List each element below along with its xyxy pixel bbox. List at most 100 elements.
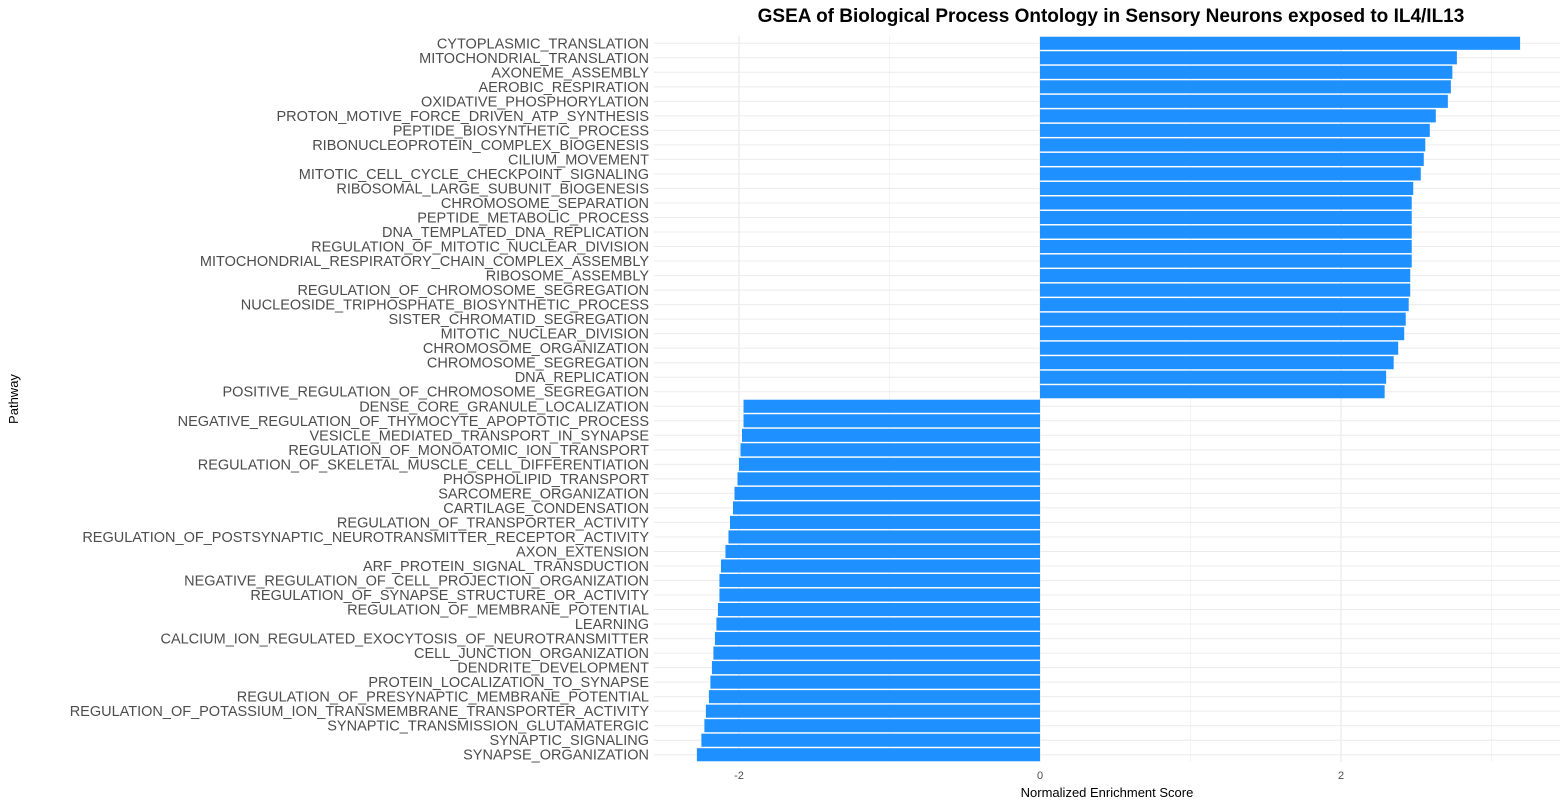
bar [1040,181,1414,195]
bar [734,486,1040,500]
bar [1040,341,1399,355]
category-label: SYNAPTIC_SIGNALING [489,733,649,749]
category-label: REGULATION_OF_SYNAPSE_STRUCTURE_OR_ACTIV… [250,588,649,604]
category-label: CHROMOSOME_SEPARATION [441,196,649,212]
category-label: NUCLEOSIDE_TRIPHOSPHATE_BIOSYNTHETIC_PRO… [241,298,649,314]
category-labels: CYTOPLASMIC_TRANSLATIONMITOCHONDRIAL_TRA… [70,36,650,763]
bar [729,515,1040,529]
bar [708,690,1040,704]
category-label: AEROBIC_RESPIRATION [478,80,649,96]
category-label: REGULATION_OF_PRESYNAPTIC_MEMBRANE_POTEN… [237,690,649,706]
category-label: VESICLE_MEDIATED_TRANSPORT_IN_SYNAPSE [309,428,649,444]
category-label: AXON_EXTENSION [516,544,649,560]
category-label: MITOCHONDRIAL_RESPIRATORY_CHAIN_COMPLEX_… [200,254,649,270]
category-label: REGULATION_OF_MEMBRANE_POTENTIAL [347,603,649,619]
bar [1040,327,1405,341]
category-label: SYNAPTIC_TRANSMISSION_GLUTAMATERGIC [327,719,649,735]
category-label: SISTER_CHROMATID_SEGREGATION [389,312,650,328]
category-label: MITOCHONDRIAL_TRANSLATION [419,51,649,67]
bar [740,443,1040,457]
category-label: REGULATION_OF_POTASSIUM_ION_TRANSMEMBRAN… [70,704,650,720]
bar [1040,312,1406,326]
bar [1040,298,1409,312]
category-label: CALCIUM_ION_REGULATED_EXOCYTOSIS_OF_NEUR… [160,632,649,648]
bar [1040,94,1448,108]
bar [1040,269,1411,283]
category-label: DNA_TEMPLATED_DNA_REPLICATION [382,225,649,241]
bar [1040,254,1412,268]
bar [1040,240,1412,254]
category-label: REGULATION_OF_POSTSYNAPTIC_NEUROTRANSMIT… [82,530,649,546]
category-label: REGULATION_OF_CHROMOSOME_SEGREGATION [297,283,649,299]
bar [701,733,1040,747]
category-label: SYNAPSE_ORGANIZATION [463,748,649,764]
category-label: SARCOMERE_ORGANIZATION [438,486,649,502]
category-label: MITOTIC_NUCLEAR_DIVISION [441,327,649,343]
category-label: PEPTIDE_METABOLIC_PROCESS [417,211,649,227]
bar [739,457,1040,471]
bar [743,414,1040,428]
category-label: REGULATION_OF_TRANSPORTER_ACTIVITY [337,515,649,531]
bar [1040,356,1394,370]
category-label: ARF_PROTEIN_SIGNAL_TRANSDUCTION [363,559,649,575]
bar [1040,210,1412,225]
category-label: POSITIVE_REGULATION_OF_CHROMOSOME_SEGREG… [223,385,649,401]
bar [1040,196,1412,210]
bar [716,617,1040,631]
bar [1040,167,1421,181]
bar [1040,225,1412,239]
x-tick-label: -2 [734,770,744,782]
bar [1040,51,1457,65]
category-label: CHROMOSOME_SEGREGATION [427,356,649,372]
bar [732,501,1040,515]
bar [710,675,1040,689]
bar [1040,80,1451,94]
bar [743,399,1040,413]
bar [1040,370,1387,384]
chart-title: GSEA of Biological Process Ontology in S… [757,6,1465,27]
category-label: DENDRITE_DEVELOPMENT [457,661,649,677]
category-label: PHOSPHOLIPID_TRANSPORT [443,472,649,488]
category-label: NEGATIVE_REGULATION_OF_CELL_PROJECTION_O… [184,574,649,590]
category-label: AXONEME_ASSEMBLY [491,65,649,81]
bar [719,588,1040,602]
x-tick-label: 2 [1338,770,1344,782]
bar [737,472,1040,486]
x-axis-title: Normalized Enrichment Score [1021,785,1194,800]
category-label: RIBOSOME_ASSEMBLY [486,269,650,285]
category-label: CARTILAGE_CONDENSATION [443,501,649,517]
x-tick-labels: -2 0 2 [734,770,1344,782]
bar [1040,152,1424,166]
bar [742,428,1040,442]
category-label: REGULATION_OF_MITOTIC_NUCLEAR_DIVISION [311,240,649,256]
bar [1040,385,1385,399]
y-axis-title: Pathway [6,374,21,424]
category-label: RIBONUCLEOPROTEIN_COMPLEX_BIOGENESIS [312,138,649,154]
bar [717,603,1040,617]
bar [1040,123,1430,137]
category-label: MITOTIC_CELL_CYCLE_CHECKPOINT_SIGNALING [299,167,649,183]
x-tick-label: 0 [1037,770,1043,782]
category-label: PROTON_MOTIVE_FORCE_DRIVEN_ATP_SYNTHESIS [276,109,649,125]
bar [713,646,1040,660]
category-label: CILIUM_MOVEMENT [508,152,649,168]
bar [720,559,1040,573]
category-label: PEPTIDE_BIOSYNTHETIC_PROCESS [393,123,649,139]
bars [696,36,1521,762]
bar [711,661,1040,675]
category-label: REGULATION_OF_SKELETAL_MUSCLE_CELL_DIFFE… [198,457,649,473]
bar [714,632,1040,646]
category-label: NEGATIVE_REGULATION_OF_THYMOCYTE_APOPTOT… [178,414,649,430]
category-label: REGULATION_OF_MONOATOMIC_ION_TRANSPORT [288,443,649,459]
bar [1040,138,1426,152]
bar [705,704,1040,718]
bar [728,530,1040,544]
category-label: RIBOSOMAL_LARGE_SUBUNIT_BIOGENESIS [336,181,649,197]
category-label: OXIDATIVE_PHOSPHORYLATION [421,94,649,110]
bar [696,748,1040,762]
category-label: CYTOPLASMIC_TRANSLATION [437,36,649,52]
bar [1040,65,1453,79]
bar [719,573,1040,588]
category-label: DNA_REPLICATION [515,370,649,386]
bar [704,719,1040,733]
